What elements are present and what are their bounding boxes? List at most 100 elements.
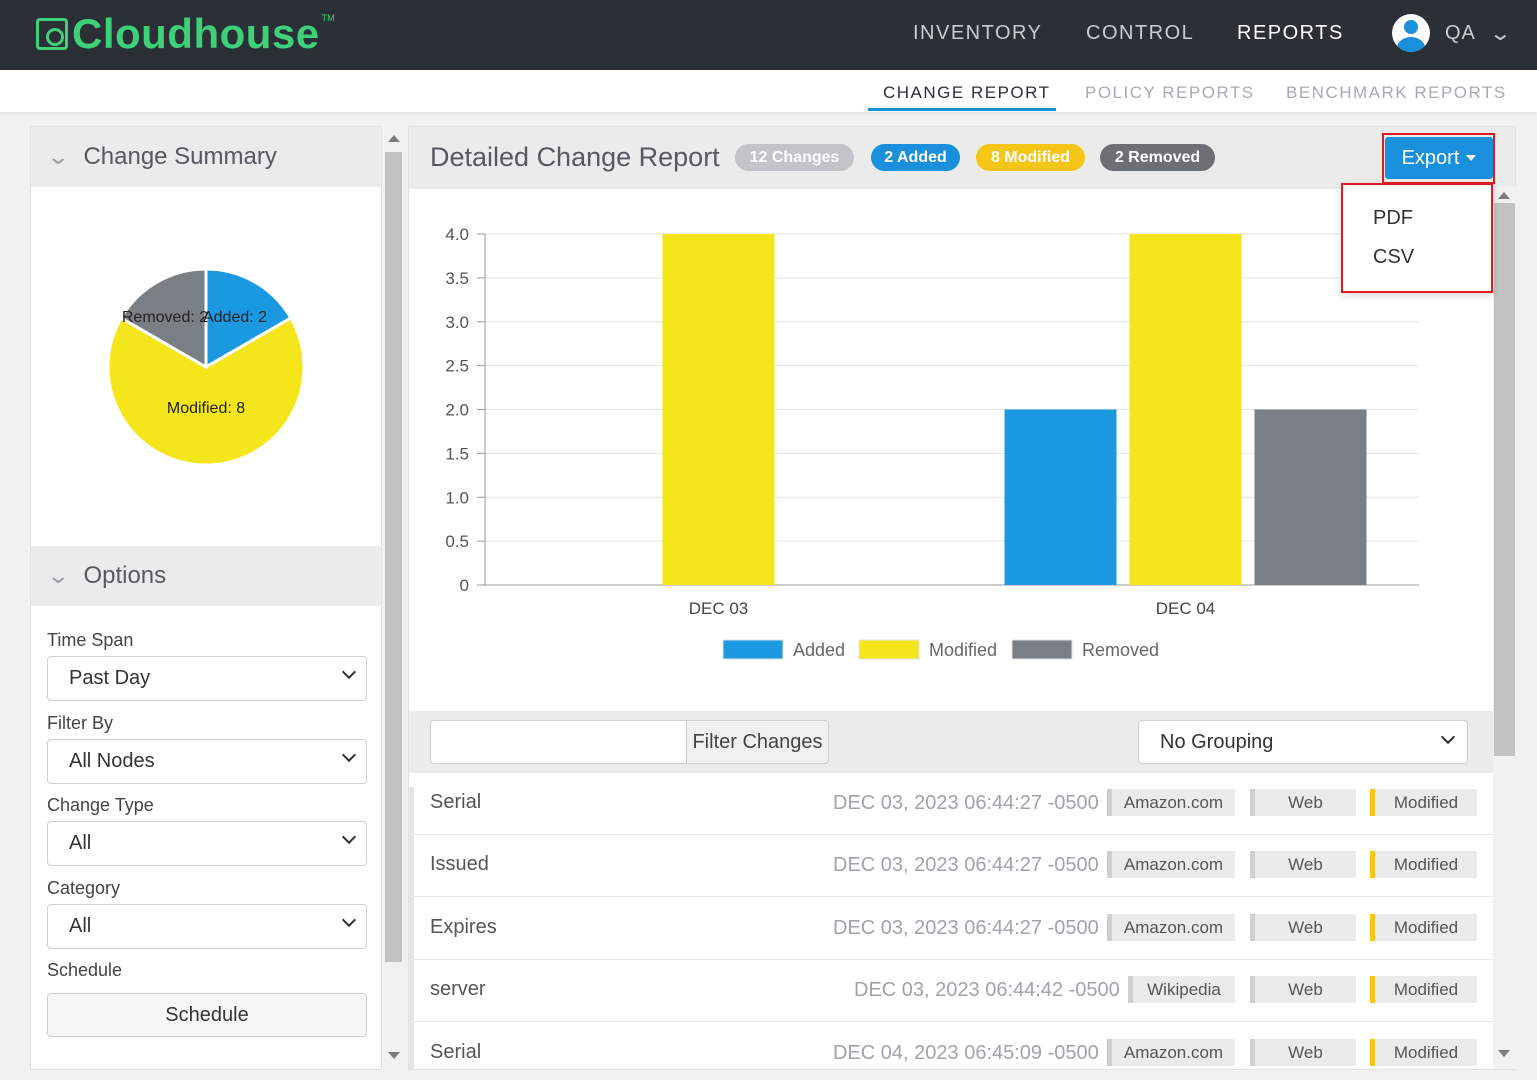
legend-label-removed[interactable]: Removed: [1082, 640, 1159, 660]
y-tick-label: 0: [460, 576, 469, 595]
schedule-button[interactable]: Schedule: [47, 993, 367, 1037]
pie-chart: Added: 2 Modified: 8 Removed: 2: [106, 267, 306, 467]
y-tick-label: 1.5: [445, 444, 469, 463]
nav-reports[interactable]: REPORTS: [1237, 22, 1344, 44]
pie-slice-modified[interactable]: [106, 315, 306, 467]
node-tag[interactable]: Wikipedia: [1128, 976, 1235, 1003]
bar-modified-dec-03[interactable]: [662, 234, 775, 585]
change-bar-chart: 0 0.5 1.0 1.5 2.0 2.5 3.0 3.5 4.0 DEC 03 DEC 04 Add…: [409, 189, 1494, 711]
table-row[interactable]: Issued DEC 03, 2023 06:44:27 -0500 Amazo…: [409, 835, 1494, 897]
scroll-up-icon[interactable]: [1498, 192, 1510, 199]
table-row[interactable]: Serial DEC 04, 2023 06:45:09 -0500 Amazo…: [409, 1023, 1494, 1069]
bar-modified-dec-04[interactable]: [1129, 234, 1242, 585]
category-tag[interactable]: Web: [1250, 1039, 1356, 1066]
node-tag[interactable]: Amazon.com: [1107, 914, 1235, 941]
list-edge: [409, 787, 414, 1069]
scroll-down-icon[interactable]: [388, 1052, 400, 1059]
x-tick-label: DEC 03: [689, 599, 749, 618]
category-tag[interactable]: Web: [1250, 851, 1356, 878]
filter-by-label: Filter By: [47, 713, 114, 733]
bar-removed-dec-04[interactable]: [1254, 409, 1367, 586]
table-row[interactable]: Expires DEC 03, 2023 06:44:27 -0500 Amaz…: [409, 898, 1494, 960]
nav-control[interactable]: CONTROL: [1086, 22, 1195, 44]
category-label: Category: [47, 878, 121, 898]
added-badge: 2 Added: [871, 144, 960, 171]
pie-slice-removed[interactable]: [119, 267, 208, 370]
type-tag[interactable]: Modified: [1370, 976, 1477, 1003]
legend-label-modified[interactable]: Modified: [929, 640, 997, 660]
change-type-label: Change Type: [47, 795, 154, 815]
scroll-down-icon[interactable]: [1498, 1050, 1510, 1057]
main-scrollbar[interactable]: [1493, 187, 1516, 1069]
scroll-thumb[interactable]: [385, 152, 402, 962]
filter-changes-button[interactable]: Filter Changes: [686, 720, 829, 764]
type-tag[interactable]: Modified: [1370, 789, 1477, 816]
schedule-label: Schedule: [47, 960, 123, 980]
category-select[interactable]: All: [47, 904, 367, 949]
export-highlight: [1382, 133, 1495, 184]
time-span-select[interactable]: Past Day: [47, 656, 367, 701]
type-tag[interactable]: Modified: [1370, 914, 1477, 941]
user-menu[interactable]: QA ⌄: [1392, 14, 1513, 52]
category-tag[interactable]: Web: [1250, 976, 1356, 1003]
tab-change-report[interactable]: CHANGE REPORT: [883, 83, 1051, 102]
tab-policy-reports[interactable]: POLICY REPORTS: [1085, 83, 1255, 102]
time-span-label: Time Span: [47, 630, 134, 650]
y-tick-label: 2.0: [445, 401, 469, 420]
pie-label-removed: Removed: 2: [122, 309, 208, 326]
legend-swatch-removed[interactable]: [1011, 639, 1073, 660]
table-row[interactable]: Serial DEC 03, 2023 06:44:27 -0500 Amazo…: [409, 773, 1494, 835]
nav-inventory[interactable]: INVENTORY: [913, 22, 1043, 44]
modified-badge: 8 Modified: [976, 144, 1085, 171]
sub-navbar: CHANGE REPORT POLICY REPORTS BENCHMARK R…: [0, 70, 1537, 112]
type-tag[interactable]: Modified: [1370, 1039, 1477, 1066]
bar-added-dec-04[interactable]: [1004, 409, 1117, 586]
category-tag[interactable]: Web: [1250, 914, 1356, 941]
pie-slice-added[interactable]: [204, 267, 293, 370]
row-name: Issued: [430, 853, 489, 875]
chevron-down-icon: [341, 912, 357, 928]
change-summary-header[interactable]: ⌄ Change Summary: [31, 127, 381, 187]
export-label: Export: [1401, 146, 1460, 169]
time-span-value: Past Day: [69, 667, 151, 689]
export-csv-option[interactable]: CSV: [1373, 246, 1415, 268]
grouping-select[interactable]: No Grouping: [1138, 720, 1468, 764]
filter-input[interactable]: [430, 720, 687, 764]
chevron-down-icon: ⌄: [1488, 22, 1513, 45]
options-header[interactable]: ⌄ Options: [31, 546, 381, 606]
top-navbar: Cloudhouse TM INVENTORY CONTROL REPORTS …: [0, 0, 1537, 70]
filter-by-select[interactable]: All Nodes: [47, 739, 367, 784]
y-tick-label: 4.0: [445, 225, 469, 244]
table-row[interactable]: server DEC 03, 2023 06:44:42 -0500 Wikip…: [409, 960, 1494, 1022]
node-tag[interactable]: Amazon.com: [1107, 789, 1235, 816]
export-button[interactable]: Export: [1385, 137, 1493, 179]
legend-label-added[interactable]: Added: [793, 640, 845, 660]
avatar: [1392, 14, 1430, 52]
change-type-value: All: [69, 832, 92, 854]
row-timestamp: DEC 03, 2023 06:44:42 -0500: [854, 979, 1120, 1001]
cloudhouse-logo[interactable]: Cloudhouse TM: [36, 10, 335, 58]
tab-benchmark-reports[interactable]: BENCHMARK REPORTS: [1286, 83, 1507, 102]
chevron-down-icon: [341, 829, 357, 845]
scroll-thumb[interactable]: [1494, 203, 1515, 756]
export-pdf-option[interactable]: PDF: [1373, 207, 1413, 229]
y-tick-label: 0.5: [445, 532, 469, 551]
logo-text: Cloudhouse: [72, 10, 320, 57]
chevron-down-icon: ⌄: [46, 144, 71, 169]
node-tag[interactable]: Amazon.com: [1107, 1039, 1235, 1066]
legend-swatch-added[interactable]: [722, 639, 784, 660]
filter-by-value: All Nodes: [69, 750, 155, 772]
scroll-up-icon[interactable]: [388, 135, 400, 142]
pie-label-added: Added: 2: [203, 309, 267, 326]
node-tag[interactable]: Amazon.com: [1107, 851, 1235, 878]
category-tag[interactable]: Web: [1250, 789, 1356, 816]
change-type-select[interactable]: All: [47, 821, 367, 866]
y-tick-label: 2.5: [445, 357, 469, 376]
row-timestamp: DEC 03, 2023 06:44:27 -0500: [833, 792, 1099, 814]
row-name: server: [430, 978, 486, 1000]
pie-label-modified: Modified: 8: [167, 400, 245, 417]
options-title: Options: [83, 562, 167, 589]
type-tag[interactable]: Modified: [1370, 851, 1477, 878]
legend-swatch-modified[interactable]: [858, 639, 920, 660]
left-scrollbar[interactable]: [383, 126, 404, 1070]
